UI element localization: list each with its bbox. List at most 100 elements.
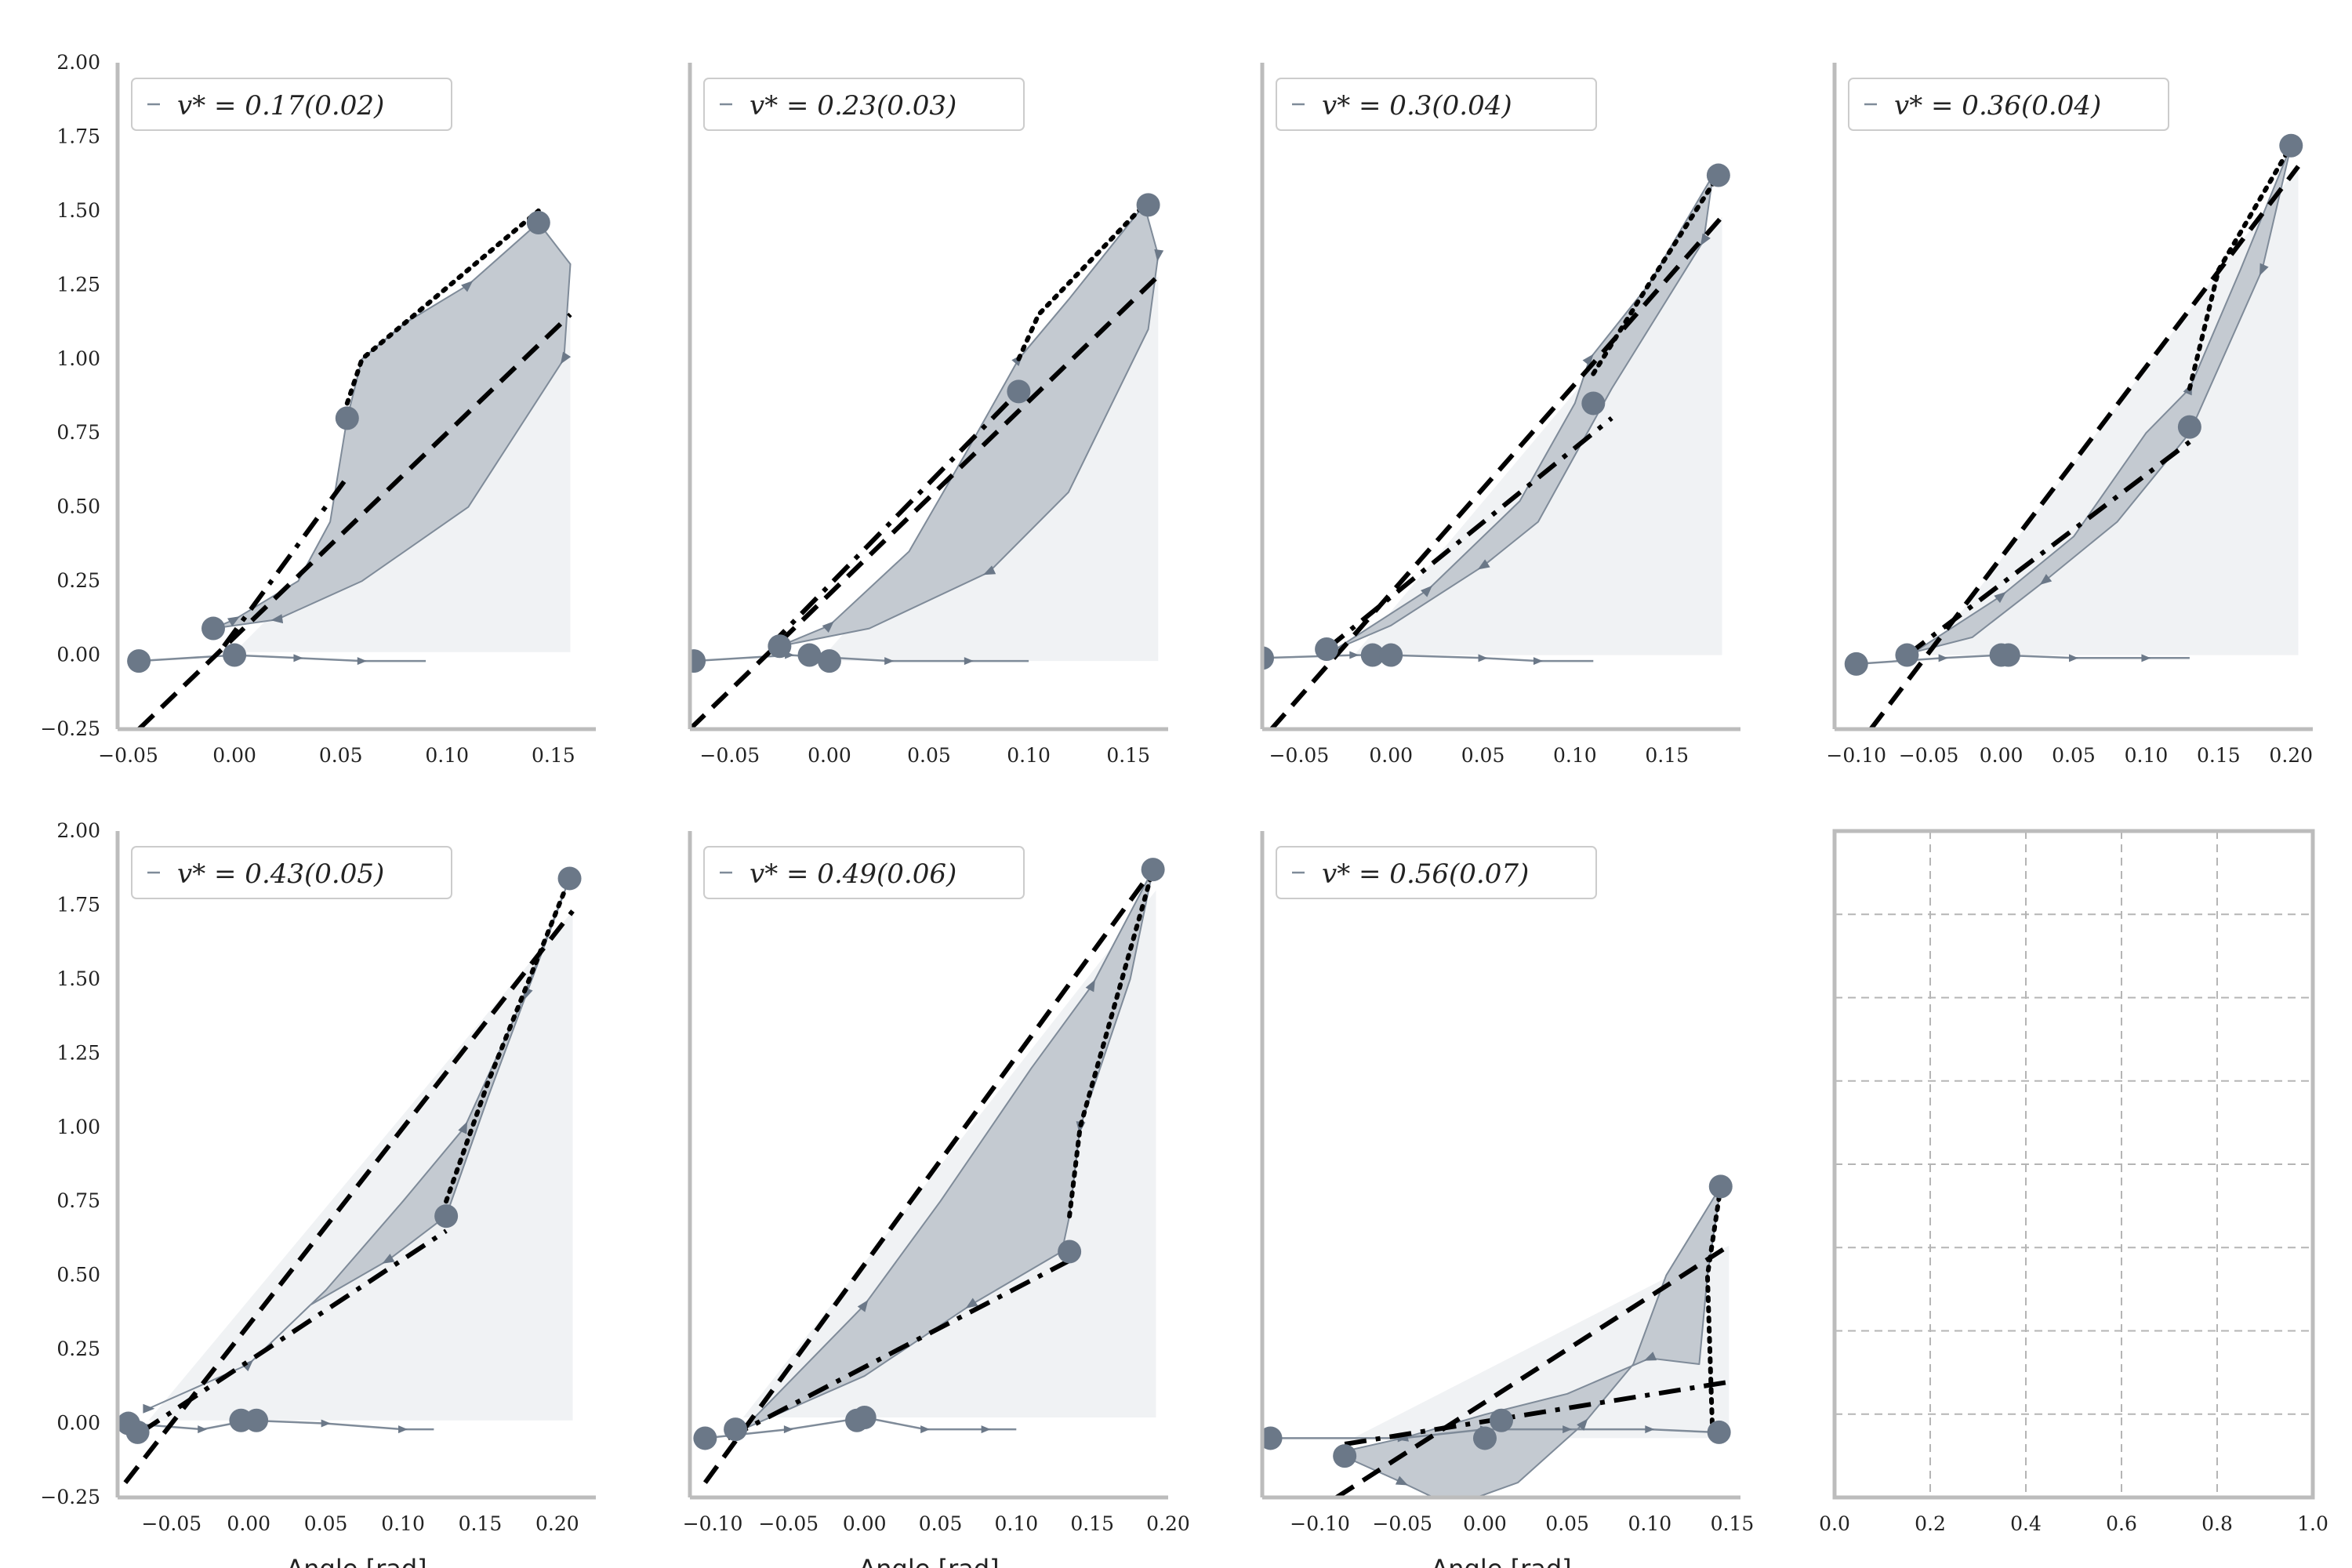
data-point bbox=[693, 1426, 717, 1450]
plot-area bbox=[118, 866, 582, 1484]
data-point bbox=[1708, 1174, 1733, 1199]
y-tick-label: 0.75 bbox=[56, 1189, 100, 1212]
panel-5: −0.05 0.00 0.05 0.10 0.15 0.20 −0.25 0.00 0.25 0.… bbox=[40, 819, 596, 1568]
x-tick-label: 0.20 bbox=[2269, 744, 2313, 767]
x-tick-label: 0.10 bbox=[1007, 744, 1051, 767]
data-point bbox=[1315, 637, 1339, 661]
data-point bbox=[817, 649, 841, 673]
direction-arrow bbox=[321, 1419, 331, 1428]
panel-3: −0.05 0.00 0.05 0.10 0.15 v* = 0.3(0.04) bbox=[1260, 63, 1740, 767]
direction-arrow bbox=[1563, 1425, 1573, 1434]
direction-arrow bbox=[1938, 654, 1948, 662]
dotted-fit-line bbox=[1067, 867, 1156, 1219]
x-tick-label: 1.0 bbox=[2297, 1512, 2328, 1535]
x-tick-label: 0.6 bbox=[2106, 1512, 2137, 1535]
x-tick-label: 0.10 bbox=[1553, 744, 1597, 767]
dashdot-fit-line bbox=[1905, 440, 2191, 657]
x-tick-label: 0.00 bbox=[212, 744, 256, 767]
plot-area bbox=[1262, 163, 1730, 729]
direction-arrow bbox=[1577, 1418, 1588, 1431]
direction-arrow bbox=[983, 565, 996, 575]
x-tick-label: 0.05 bbox=[1461, 744, 1505, 767]
x-tick-label: 0.10 bbox=[2125, 744, 2169, 767]
direction-arrow bbox=[227, 616, 240, 626]
dashdot-fit-line bbox=[727, 1258, 1071, 1441]
legend-label: v* = 0.36(0.04) bbox=[1894, 90, 2101, 122]
direction-arrow bbox=[2259, 263, 2269, 276]
direction-arrow bbox=[1700, 233, 1711, 246]
data-point bbox=[2177, 415, 2201, 439]
legend-label: v* = 0.17(0.02) bbox=[177, 90, 384, 122]
data-point bbox=[1141, 858, 1165, 882]
plot-area bbox=[1262, 1174, 1733, 1497]
data-point bbox=[1472, 1426, 1497, 1450]
legend-label: v* = 0.43(0.05) bbox=[177, 858, 384, 890]
data-point bbox=[724, 1417, 748, 1442]
direction-arrow bbox=[1643, 1352, 1657, 1361]
x-tick-label: −0.10 bbox=[1826, 744, 1886, 767]
data-point bbox=[1007, 379, 1031, 404]
panel-2: −0.05 0.00 0.05 0.10 0.15 v* = 0.23(0.03) bbox=[688, 63, 1168, 767]
x-tick-label: 0.10 bbox=[425, 744, 469, 767]
y-tick-label: −0.25 bbox=[40, 1486, 100, 1508]
x-tick-label: 0.05 bbox=[919, 1512, 963, 1535]
x-tick-label: 0.00 bbox=[1980, 744, 2024, 767]
dashed-fit-line bbox=[1868, 165, 2300, 729]
legend: v* = 0.43(0.05) bbox=[131, 846, 452, 899]
x-tick-label: −0.10 bbox=[1290, 1512, 1350, 1535]
dotted-fit-line bbox=[344, 208, 541, 406]
direction-arrow bbox=[1395, 1475, 1409, 1486]
data-point bbox=[557, 866, 582, 891]
direction-arrow bbox=[1085, 979, 1095, 993]
direction-arrow bbox=[241, 1359, 254, 1372]
data-point bbox=[2279, 133, 2303, 158]
dotted-fit-line bbox=[1016, 202, 1147, 361]
direction-arrow bbox=[1478, 654, 1488, 662]
panel-6: −0.10 −0.05 0.00 0.05 0.10 0.15 0.20 Angle [rad… bbox=[683, 831, 1190, 1568]
y-tick-label: 1.25 bbox=[56, 273, 100, 296]
data-point bbox=[1895, 643, 1919, 667]
baseline-path bbox=[1270, 1428, 1716, 1439]
data-point bbox=[434, 1204, 459, 1229]
y-tick-label: 0.50 bbox=[56, 1264, 100, 1287]
data-point bbox=[1996, 643, 2020, 667]
plot-area bbox=[1835, 831, 2313, 1497]
direction-arrow bbox=[920, 1425, 931, 1434]
dotted-fit-line bbox=[2187, 143, 2294, 391]
direction-arrow bbox=[382, 1254, 395, 1264]
dashdot-fit-line bbox=[1325, 416, 1613, 652]
legend-label: v* = 0.23(0.03) bbox=[750, 90, 956, 122]
direction-arrow bbox=[884, 657, 895, 666]
x-tick-label: 0.15 bbox=[1070, 1512, 1114, 1535]
dotted-fit-line bbox=[1704, 1184, 1723, 1432]
y-tick-label: 1.75 bbox=[56, 125, 100, 147]
panel-7: −0.10 −0.05 0.00 0.05 0.10 0.15 Angle [rad] v* … bbox=[1260, 831, 1755, 1568]
direction-arrow bbox=[560, 351, 572, 365]
baseline-path bbox=[1856, 654, 2190, 666]
legend-box bbox=[131, 846, 452, 899]
data-point bbox=[245, 1408, 269, 1432]
y-tick-label: 1.50 bbox=[56, 199, 100, 222]
data-point bbox=[1262, 1426, 1283, 1450]
direction-arrow bbox=[357, 657, 367, 666]
dotted-fit-line bbox=[444, 876, 572, 1204]
legend: v* = 0.56(0.07) bbox=[1276, 846, 1597, 899]
dotted-fit-line bbox=[1591, 172, 1721, 376]
x-tick-label: 0.00 bbox=[227, 1512, 270, 1535]
light-region bbox=[742, 890, 1156, 1417]
data-point bbox=[852, 1406, 877, 1429]
legend: v* = 0.3(0.04) bbox=[1276, 78, 1597, 131]
x-tick-label: 0.15 bbox=[1711, 1512, 1755, 1535]
legend-box bbox=[1276, 78, 1597, 131]
dashdot-fit-line bbox=[1344, 1379, 1730, 1446]
data-point bbox=[1706, 163, 1730, 187]
direction-arrow bbox=[822, 621, 834, 633]
panel-8: 0.0 0.2 0.4 0.6 0.8 1.0 bbox=[1819, 829, 2328, 1535]
x-tick-label: 0.00 bbox=[1369, 744, 1413, 767]
y-tick-label: 0.25 bbox=[56, 569, 100, 592]
x-tick-label: 0.20 bbox=[1146, 1512, 1190, 1535]
dashdot-fit-line bbox=[768, 390, 1021, 648]
legend-box bbox=[131, 78, 452, 131]
x-tick-label: −0.05 bbox=[1372, 1512, 1432, 1535]
